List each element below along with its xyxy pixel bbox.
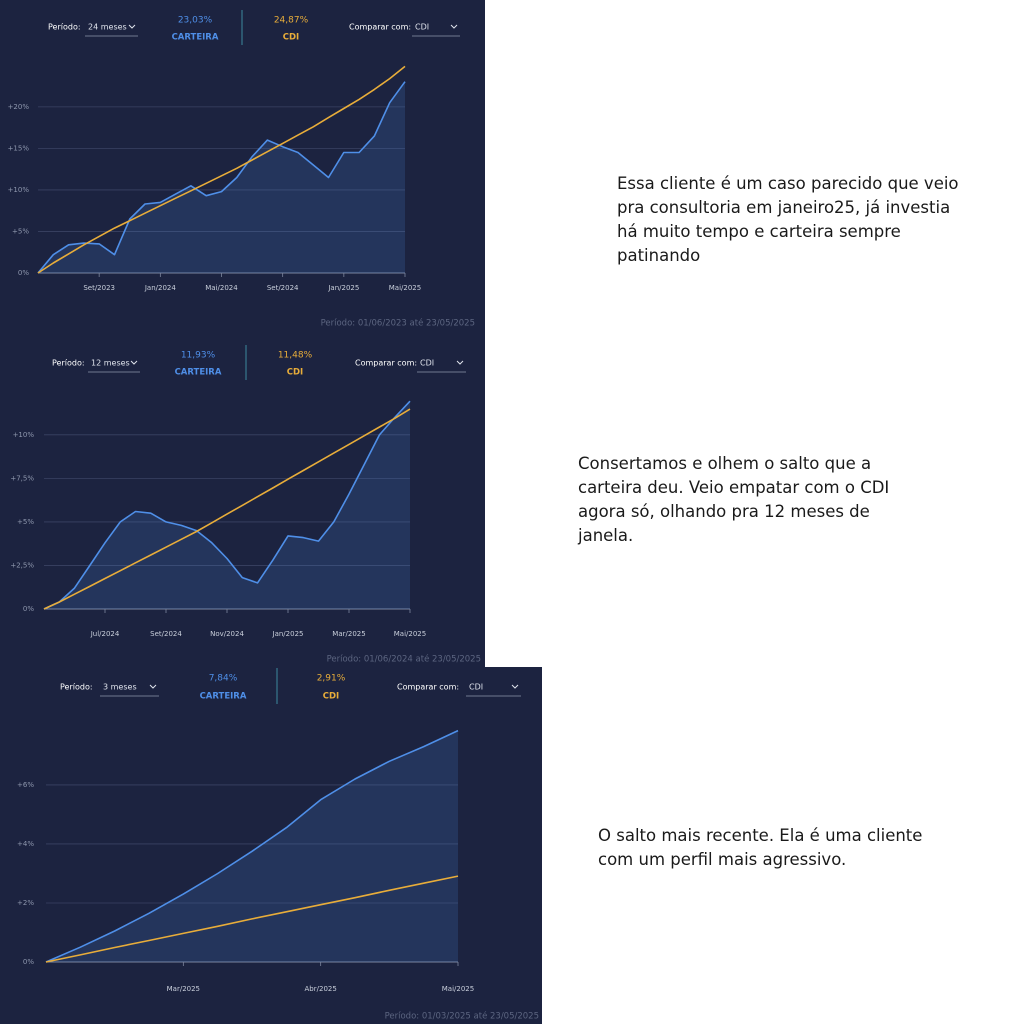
legend-label: CARTEIRA <box>172 33 219 43</box>
x-tick-label: Set/2024 <box>267 284 299 292</box>
x-tick-label: Mai/2025 <box>442 985 474 993</box>
dropdown-chevron <box>128 24 136 29</box>
dropdown-value: CDI <box>420 359 434 368</box>
x-tick-label: Nov/2024 <box>210 630 244 638</box>
x-tick-label: Jan/2024 <box>144 284 177 292</box>
y-tick-label: +10% <box>8 186 30 194</box>
dropdown-value: 24 meses <box>88 23 127 32</box>
dropdown-value: 3 meses <box>103 683 137 692</box>
dropdown-chevron <box>511 684 519 689</box>
y-tick-label: 0% <box>23 958 34 966</box>
summary-value: 24,87% <box>274 16 309 26</box>
legend-label: CDI <box>283 33 299 43</box>
y-tick-label: +7,5% <box>10 474 34 482</box>
period-label: Período: <box>60 683 93 692</box>
summary-value: 7,84% <box>209 674 238 684</box>
y-tick-label: +5% <box>12 227 29 235</box>
period-label: Período: <box>52 359 85 368</box>
y-tick-label: +15% <box>8 144 30 152</box>
x-tick-label: Mai/2025 <box>394 630 426 638</box>
period-footer: Período: 01/06/2023 até 23/05/2025 <box>321 318 475 329</box>
period-footer: Período: 01/03/2025 até 23/05/2025 <box>385 1011 539 1022</box>
y-tick-label: 0% <box>23 605 34 613</box>
x-tick-label: Set/2023 <box>83 284 115 292</box>
x-tick-label: Mar/2025 <box>332 630 365 638</box>
y-tick-label: +2% <box>17 899 34 907</box>
dropdown-value: CDI <box>415 23 429 32</box>
series-line <box>37 65 406 274</box>
dropdown-value: CDI <box>469 683 483 692</box>
caption: Essa cliente é um caso parecido que veio… <box>617 174 959 265</box>
dropdown-chevron <box>456 360 464 365</box>
summary-value: 11,93% <box>181 351 216 361</box>
x-tick-label: Set/2024 <box>150 630 182 638</box>
summary-value: 23,03% <box>178 16 213 26</box>
y-tick-label: +6% <box>17 781 34 789</box>
compare-label: Comparar com: <box>355 359 417 368</box>
caption: O salto mais recente. Ela é uma cliente … <box>598 826 923 869</box>
x-tick-label: Mar/2025 <box>167 985 200 993</box>
compare-label: Comparar com: <box>349 23 411 32</box>
area-fill <box>46 730 458 962</box>
x-tick-label: Mai/2024 <box>205 284 238 292</box>
legend-label: CDI <box>323 692 339 702</box>
panel <box>0 0 485 334</box>
y-tick-label: +2,5% <box>10 561 34 569</box>
legend-label: CDI <box>287 368 303 378</box>
y-tick-label: +4% <box>17 840 34 848</box>
x-tick-label: Jan/2025 <box>327 284 359 292</box>
series-line <box>43 408 411 610</box>
x-tick-label: Jan/2025 <box>272 630 304 638</box>
panel <box>0 334 485 667</box>
legend-label: CARTEIRA <box>175 368 222 378</box>
y-tick-label: +20% <box>8 103 30 111</box>
dropdown-chevron <box>149 684 157 689</box>
x-tick-label: Abr/2025 <box>305 985 337 993</box>
period-footer: Período: 01/06/2024 até 23/05/2025 <box>327 654 481 665</box>
series-line <box>37 81 406 274</box>
summary-value: 11,48% <box>278 351 313 361</box>
y-tick-label: +5% <box>17 518 34 526</box>
panel <box>0 667 542 1024</box>
caption: Consertamos e olhem o salto que a cartei… <box>578 454 890 545</box>
dropdown-chevron <box>130 360 138 365</box>
legend-label: CARTEIRA <box>200 692 247 702</box>
area-fill <box>38 81 405 273</box>
y-tick-label: +10% <box>13 431 35 439</box>
summary-value: 2,91% <box>317 674 346 684</box>
x-tick-label: Jul/2024 <box>90 630 120 638</box>
y-tick-label: 0% <box>18 269 29 277</box>
x-tick-label: Mai/2025 <box>389 284 421 292</box>
series-line <box>45 875 459 963</box>
series-line <box>43 400 411 610</box>
area-fill <box>44 401 410 609</box>
compare-label: Comparar com: <box>397 683 459 692</box>
dropdown-value: 12 meses <box>91 359 130 368</box>
period-label: Período: <box>48 23 81 32</box>
dropdown-chevron <box>450 24 458 29</box>
series-line <box>45 729 459 963</box>
